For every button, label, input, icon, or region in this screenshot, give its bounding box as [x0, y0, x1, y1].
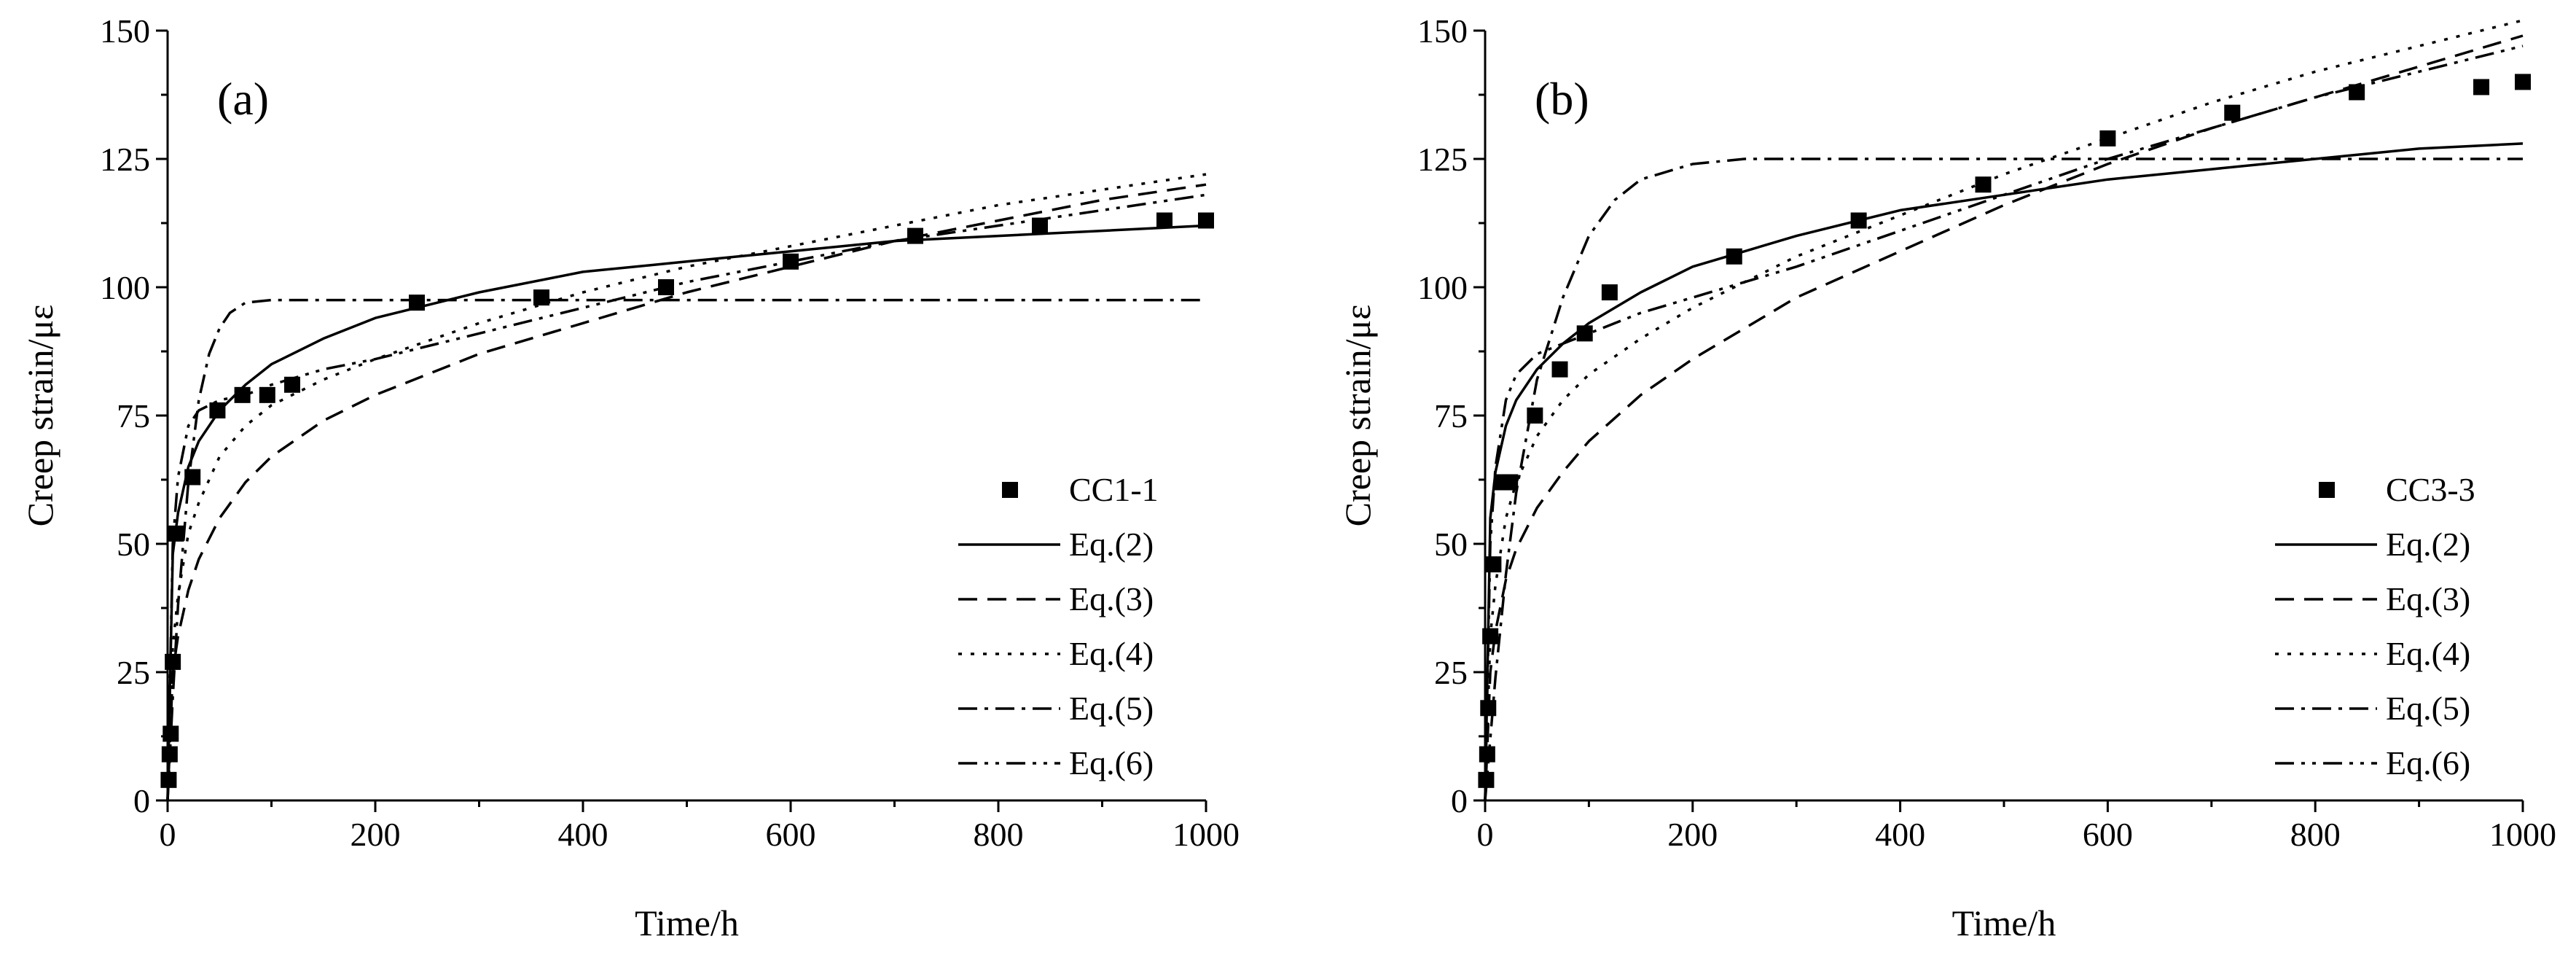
legend-label: Eq.(6) [2386, 744, 2470, 781]
data-point [2224, 104, 2241, 121]
y-tick-label: 25 [117, 654, 150, 691]
x-tick-label: 1000 [2489, 816, 2556, 853]
data-point [184, 469, 201, 486]
y-tick-label: 0 [133, 782, 150, 819]
x-axis-title: Time/h [1952, 903, 2056, 943]
x-tick-label: 400 [1875, 816, 1925, 853]
data-point [163, 725, 179, 742]
data-point [2349, 84, 2365, 101]
series-line-eq2 [166, 224, 1207, 801]
data-point [1479, 746, 1495, 763]
x-tick-label: 400 [558, 816, 608, 853]
y-tick-label: 75 [1434, 397, 1468, 434]
x-tick-label: 200 [1667, 816, 1718, 853]
legend-label: Eq.(6) [1069, 744, 1154, 781]
series-line-eq5 [166, 298, 1206, 801]
legend-label: Eq.(5) [2386, 690, 2470, 727]
legend-label: Eq.(2) [1069, 526, 1154, 563]
x-axis-title: Time/h [635, 903, 739, 943]
data-point [2099, 130, 2116, 147]
data-point [1726, 248, 1742, 265]
data-point [209, 402, 226, 418]
data-point [165, 653, 181, 670]
data-point [1478, 771, 1495, 788]
series-line-eq3 [1484, 34, 2524, 801]
data-point [284, 376, 300, 393]
data-point [907, 227, 923, 244]
data-point [1527, 408, 1543, 424]
legend-label: Eq.(2) [2386, 526, 2470, 563]
legend-label: Eq.(3) [1069, 580, 1154, 617]
data-point [234, 386, 251, 403]
data-point [259, 386, 275, 403]
x-tick-label: 1000 [1172, 816, 1240, 853]
data-point [2515, 74, 2531, 90]
data-point [1975, 176, 1992, 193]
series-line-eq5 [1484, 157, 2523, 801]
chart-panel-a: 0 200 400 600 800 1000 0 25 50 75 100 125 150 Time/h C… [20, 12, 1240, 943]
panel-label: (b) [1535, 73, 1589, 125]
data-point [1576, 325, 1593, 342]
x-tick-label: 600 [766, 816, 816, 853]
series-line-eq4 [166, 173, 1207, 801]
y-axis-title: Creep strain/με [1337, 305, 1378, 527]
legend-marker [2319, 482, 2335, 498]
legend-label: CC1-1 [1069, 471, 1159, 508]
data-point [1482, 628, 1499, 644]
x-tick-label: 800 [2290, 816, 2341, 853]
legend-label: Eq.(4) [1069, 635, 1154, 672]
legend-label: Eq.(3) [2386, 580, 2470, 617]
y-tick-label: 50 [117, 526, 150, 563]
y-tick-label: 125 [1417, 141, 1468, 178]
x-tick-label: 0 [160, 816, 176, 853]
data-point [1551, 361, 1568, 378]
legend-label: Eq.(5) [1069, 690, 1154, 727]
data-point [1480, 700, 1497, 717]
y-tick-label: 100 [100, 269, 150, 306]
y-tick-label: 50 [1434, 526, 1468, 563]
data-point [1198, 212, 1214, 229]
y-tick-label: 0 [1451, 782, 1468, 819]
data-point [783, 253, 799, 270]
legend-marker [1002, 482, 1018, 498]
series-line-eq2 [1484, 142, 2524, 801]
data-point [2473, 79, 2490, 96]
legend-label: CC3-3 [2386, 471, 2475, 508]
data-point [1850, 212, 1867, 229]
y-tick-label: 150 [1417, 12, 1468, 50]
data-point [160, 771, 177, 788]
x-tick-label: 600 [2083, 816, 2133, 853]
data-point [1156, 212, 1172, 229]
data-point [533, 289, 549, 306]
y-tick-label: 75 [117, 397, 150, 434]
x-tick-label: 200 [351, 816, 401, 853]
series-line-eq4 [1484, 19, 2524, 801]
data-point [1502, 474, 1519, 491]
data-point [1032, 217, 1048, 234]
y-axis-title: Creep strain/με [20, 305, 60, 527]
data-point [168, 525, 184, 542]
y-tick-label: 25 [1434, 654, 1468, 691]
panel-label: (a) [217, 73, 269, 125]
y-tick-label: 125 [100, 141, 150, 178]
data-point [1601, 284, 1618, 301]
legend-label: Eq.(4) [2386, 635, 2470, 672]
data-point [161, 746, 178, 763]
chart-panel-b: 0 200 400 600 800 1000 0 25 50 75 100 125 150 Time/h C… [1337, 12, 2556, 943]
data-point [409, 295, 425, 311]
data-point [658, 279, 674, 295]
x-tick-label: 800 [974, 816, 1024, 853]
y-tick-label: 150 [100, 12, 150, 50]
y-tick-label: 100 [1417, 269, 1468, 306]
data-point [1485, 556, 1502, 573]
series-line-eq6 [1484, 44, 2524, 801]
x-tick-label: 0 [1477, 816, 1494, 853]
